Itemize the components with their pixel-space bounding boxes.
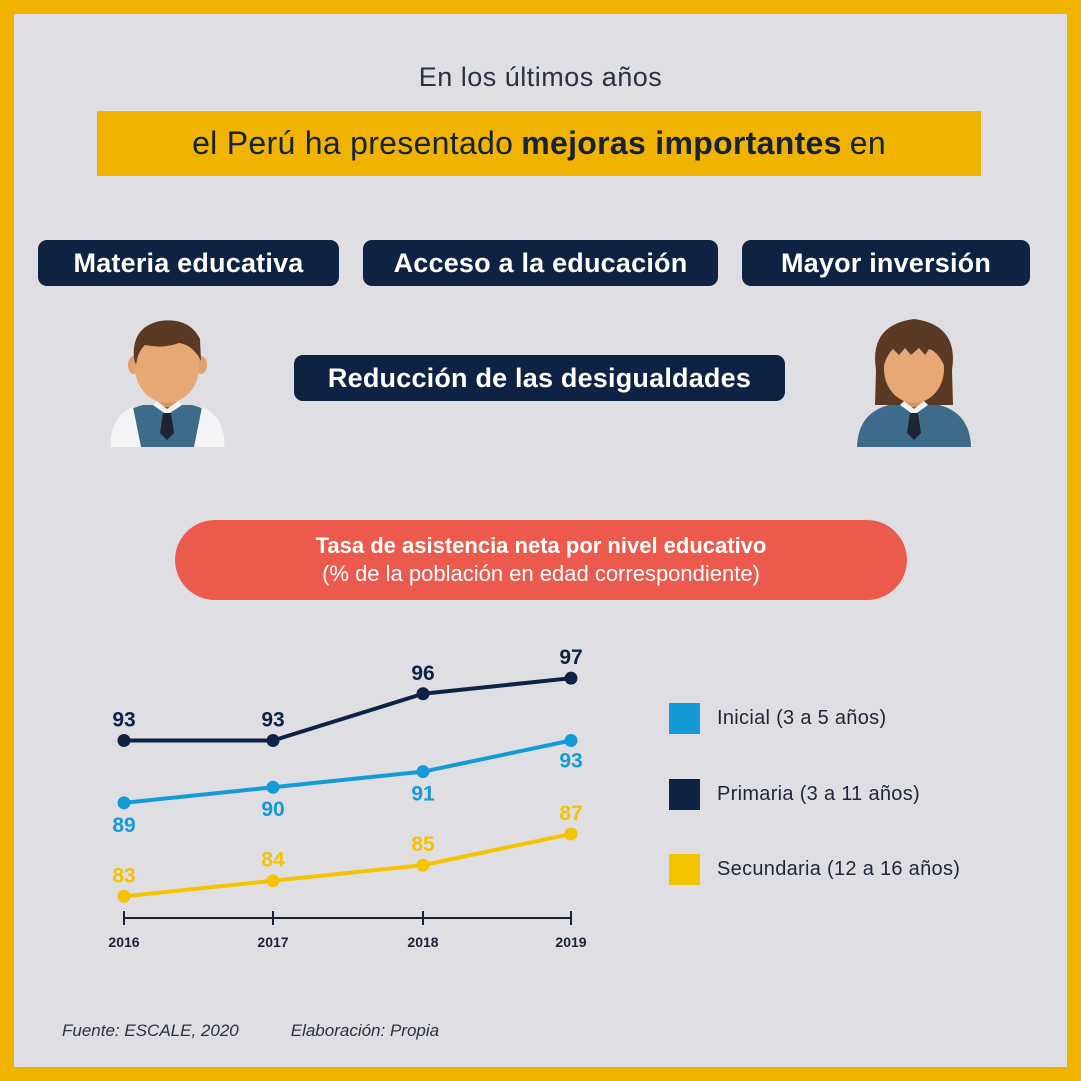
x-tick-label: 2016	[108, 934, 139, 950]
data-label: 84	[261, 849, 285, 872]
x-tick-label: 2019	[555, 934, 586, 950]
legend-swatch	[669, 703, 700, 734]
chart-title: Tasa de asistencia neta por nivel educat…	[315, 533, 767, 558]
topic-label: Mayor inversión	[780, 247, 992, 278]
line-chart: 2016 2017 2018 2019 89 90 91 93 93 93 96 97 83 84 85 87	[108, 646, 586, 950]
topic-label: Reducción de las desigualdades	[327, 362, 752, 393]
data-label: 93	[261, 709, 284, 732]
data-point	[564, 734, 578, 747]
student-boy-icon	[110, 320, 225, 447]
student-girl-icon	[857, 319, 971, 447]
headline-banner: el Perú ha presentado mejoras importante…	[97, 111, 981, 176]
legend-swatch	[669, 779, 700, 810]
x-tick-label: 2017	[257, 934, 288, 950]
legend-label: Primaria (3 a 11 años)	[717, 783, 920, 805]
topic-pill-acceso: Acceso a la educación	[363, 240, 718, 286]
chart-subtitle: (% de la población en edad correspondien…	[322, 561, 760, 586]
headline-bold: mejoras importantes	[521, 125, 842, 161]
source-text: Fuente: ESCALE, 2020	[62, 1021, 239, 1040]
legend: Inicial (3 a 5 años) Primaria (3 a 11 añ…	[669, 703, 960, 885]
topic-label: Acceso a la educación	[393, 247, 688, 278]
data-label: 97	[559, 646, 582, 669]
legend-item-inicial: Inicial (3 a 5 años)	[669, 703, 960, 734]
headline-post: en	[849, 125, 886, 161]
legend-swatch	[669, 854, 700, 885]
data-point	[564, 671, 578, 685]
source-note: Fuente: ESCALE, 2020 Elaboración: Propia	[62, 1021, 491, 1041]
legend-item-secundaria: Secundaria (12 a 16 años)	[669, 854, 960, 885]
topic-label: Materia educativa	[73, 247, 304, 278]
data-point	[266, 780, 280, 794]
topic-pill-desigualdades: Reducción de las desigualdades	[294, 355, 785, 401]
legend-label: Inicial (3 a 5 años)	[717, 707, 887, 729]
data-label: 87	[559, 802, 582, 825]
data-label: 93	[112, 709, 135, 732]
chart-title-pill: Tasa de asistencia neta por nivel educat…	[175, 520, 907, 600]
data-label: 96	[411, 662, 434, 685]
series-line	[123, 832, 572, 899]
data-point	[266, 874, 280, 888]
data-point	[564, 827, 578, 841]
data-label: 83	[112, 864, 135, 887]
data-label: 90	[261, 798, 284, 821]
data-point	[416, 687, 430, 701]
data-label: 85	[411, 833, 435, 856]
x-tick-label: 2018	[407, 934, 438, 950]
data-label: 93	[559, 750, 582, 773]
data-point	[416, 765, 430, 779]
data-point	[117, 734, 131, 747]
series-line	[124, 676, 572, 743]
intro-text: En los últimos años	[418, 62, 663, 92]
data-point	[416, 858, 430, 872]
topic-pill-materia: Materia educativa	[38, 240, 339, 286]
credit-text: Elaboración: Propia	[290, 1021, 440, 1040]
headline-pre: el Perú ha presentado	[192, 125, 514, 161]
series-line	[123, 738, 572, 805]
data-point	[266, 734, 280, 747]
topic-pill-inversion: Mayor inversión	[742, 240, 1030, 286]
legend-item-primaria: Primaria (3 a 11 años)	[669, 779, 960, 810]
data-point	[117, 889, 131, 903]
data-point	[117, 796, 131, 810]
legend-label: Secundaria (12 a 16 años)	[717, 858, 961, 880]
data-label: 89	[112, 814, 135, 837]
data-label: 91	[411, 783, 435, 806]
